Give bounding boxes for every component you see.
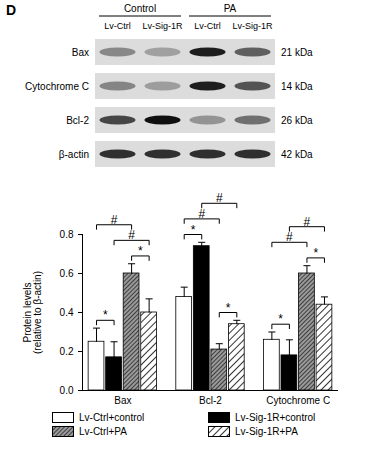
svg-text:0.8: 0.8 xyxy=(60,229,74,240)
svg-text:Protein levels(relative to β-a: Protein levels(relative to β-actin) xyxy=(22,271,43,354)
svg-text:#: # xyxy=(286,230,293,244)
svg-text:14 kDa: 14 kDa xyxy=(281,81,313,92)
svg-text:Cytochrome C: Cytochrome C xyxy=(25,81,89,92)
svg-text:PA: PA xyxy=(224,3,237,14)
svg-text:21 kDa: 21 kDa xyxy=(281,47,313,58)
svg-text:#: # xyxy=(198,207,205,221)
svg-text:*: * xyxy=(138,244,143,258)
svg-text:#: # xyxy=(304,215,311,229)
svg-text:Lv-Ctrl: Lv-Ctrl xyxy=(194,21,221,31)
svg-text:Bax: Bax xyxy=(114,395,131,406)
svg-text:0.6: 0.6 xyxy=(60,268,74,279)
svg-text:*: * xyxy=(226,301,231,315)
svg-text:D: D xyxy=(6,2,16,18)
svg-text:Bax: Bax xyxy=(72,47,89,58)
svg-text:0.4: 0.4 xyxy=(60,307,74,318)
svg-text:0.2: 0.2 xyxy=(60,346,74,357)
html-text:Lv-Sig-1R+PA: Lv-Sig-1R+PA xyxy=(235,426,298,437)
svg-text:*: * xyxy=(313,246,318,260)
svg-text:#: # xyxy=(216,191,223,205)
svg-text:Lv-Sig-1R: Lv-Sig-1R xyxy=(142,21,183,31)
svg-text:Bcl-2: Bcl-2 xyxy=(66,115,89,126)
html-text:Lv-Ctrl+control: Lv-Ctrl+control xyxy=(79,412,145,423)
svg-text:#: # xyxy=(128,228,135,242)
svg-text:Control: Control xyxy=(124,3,156,14)
html-text:Lv-Ctrl+PA: Lv-Ctrl+PA xyxy=(79,426,127,437)
svg-text:Bcl-2: Bcl-2 xyxy=(199,395,222,406)
svg-text:β-actin: β-actin xyxy=(59,149,89,160)
svg-text:26 kDa: 26 kDa xyxy=(281,115,313,126)
svg-text:*: * xyxy=(103,308,108,322)
svg-text:0.0: 0.0 xyxy=(60,385,74,396)
svg-text:42 kDa: 42 kDa xyxy=(281,149,313,160)
svg-text:Cytochrome C: Cytochrome C xyxy=(266,395,330,406)
html-text:Lv-Sig-1R+control: Lv-Sig-1R+control xyxy=(235,412,316,423)
svg-text:*: * xyxy=(191,223,196,237)
svg-text:Lv-Ctrl: Lv-Ctrl xyxy=(104,21,131,31)
svg-text:#: # xyxy=(111,213,118,227)
svg-text:Lv-Sig-1R: Lv-Sig-1R xyxy=(232,21,273,31)
svg-text:*: * xyxy=(278,312,283,326)
